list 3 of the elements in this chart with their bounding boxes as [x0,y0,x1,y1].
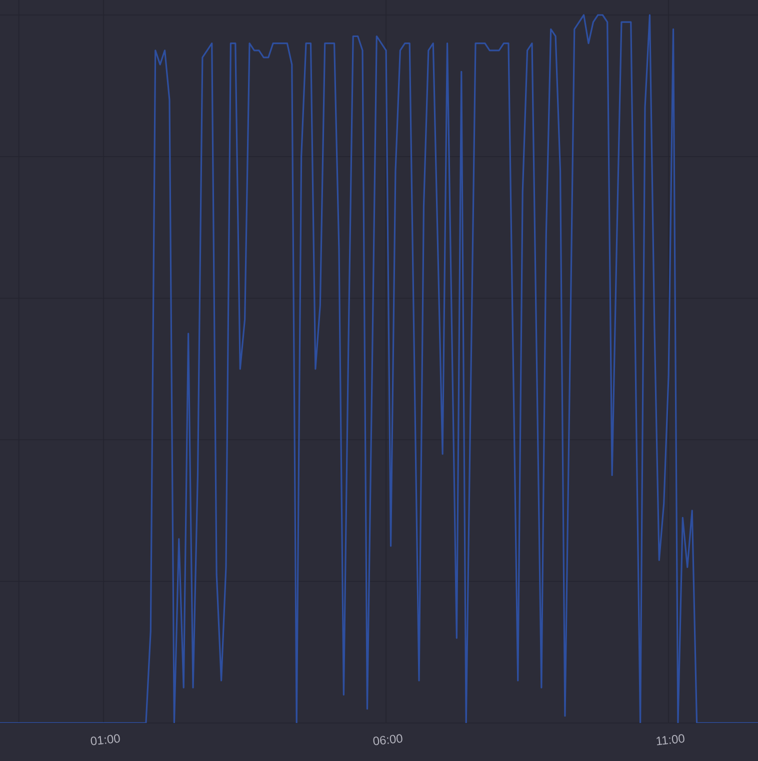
x-tick-label: 06:00 [373,734,402,746]
x-tick-label: 01:00 [90,734,120,746]
x-tick-label: 11:00 [656,734,684,746]
